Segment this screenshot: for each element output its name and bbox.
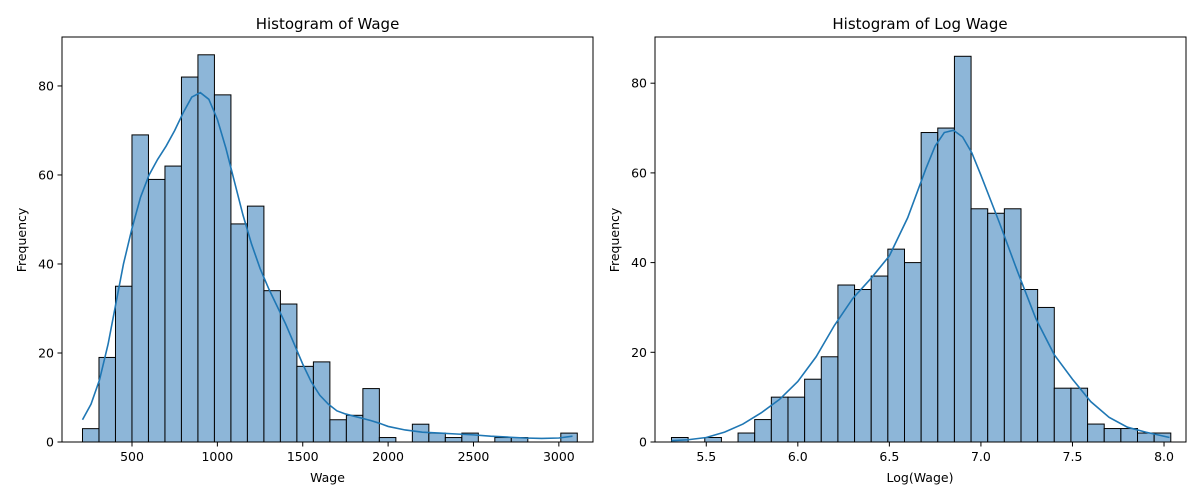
histogram-bar: [1087, 423, 1105, 443]
histogram-bar: [1020, 289, 1039, 443]
x-tick-label: 6.5: [879, 449, 899, 464]
histogram-bar: [296, 365, 314, 443]
x-axis-label: Wage: [310, 470, 345, 485]
wage-histogram-panel: Histogram of Wage Wage Frequency 500 1000…: [14, 15, 594, 485]
x-tick-label: 1000: [201, 449, 233, 464]
plot-frame: [654, 36, 1187, 443]
histogram-bar: [854, 289, 872, 443]
chart-title: Histogram of Log Wage: [832, 15, 1007, 33]
histogram-bar: [1053, 387, 1072, 443]
x-tick-label: 7.5: [1063, 449, 1083, 464]
histogram-bar: [345, 414, 364, 443]
log-wage-histogram-panel: Histogram of Log Wage Log(Wage) Frequenc…: [607, 15, 1187, 485]
x-tick-label: 2500: [458, 449, 490, 464]
histogram-bar: [953, 55, 972, 443]
x-tick-label: 6.0: [788, 449, 808, 464]
histogram-bar: [362, 388, 380, 443]
x-tick-label: 2000: [372, 449, 404, 464]
histogram-bar: [1103, 428, 1122, 443]
histogram-bar: [378, 437, 397, 443]
histogram-bar: [329, 419, 347, 443]
bars: [670, 55, 1172, 443]
histogram-bar: [279, 303, 298, 443]
histogram-bar: [81, 428, 100, 443]
y-axis-label: Frequency: [14, 207, 29, 272]
histogram-bar: [428, 432, 446, 443]
x-tick-label: 8.0: [1154, 449, 1174, 464]
x-axis-label: Log(Wage): [887, 470, 954, 485]
histogram-bar: [1120, 428, 1139, 443]
histogram-bar: [147, 178, 166, 443]
y-tick-label: 0: [46, 435, 54, 450]
histogram-bar: [987, 212, 1005, 443]
histogram-bar: [1137, 432, 1155, 443]
histogram-bar: [246, 205, 265, 443]
histogram-bar: [920, 132, 939, 443]
kde-line: [81, 91, 573, 440]
histogram-bar: [820, 356, 839, 443]
histogram-bar: [444, 437, 463, 443]
y-tick-label: 60: [631, 165, 647, 180]
histogram-bar: [970, 208, 989, 443]
histogram-bar: [904, 262, 922, 443]
x-tick-label: 500: [120, 449, 144, 464]
x-tick-label: 1500: [287, 449, 319, 464]
x-tick-label: 5.5: [696, 449, 716, 464]
chart-title: Histogram of Wage: [256, 15, 400, 33]
histogram-bar: [312, 361, 331, 443]
y-tick-label: 80: [631, 76, 647, 91]
histogram-bar: [1070, 387, 1089, 443]
histogram-bar: [787, 396, 806, 443]
histogram-bar: [804, 378, 822, 443]
bars: [81, 54, 578, 443]
histogram-bar: [180, 76, 199, 443]
y-tick-label: 60: [38, 167, 54, 182]
plot-frame: [61, 36, 594, 443]
y-axis-label: Frequency: [607, 207, 622, 272]
histogram-bar: [164, 165, 182, 443]
histogram-bar: [230, 223, 248, 443]
histogram-bar: [704, 437, 722, 443]
histogram-bar: [887, 248, 905, 443]
y-tick-label: 20: [631, 345, 647, 360]
y-tick-label: 80: [38, 78, 54, 93]
histogram-bar: [197, 54, 215, 443]
x-tick-label: 7.0: [971, 449, 991, 464]
histogram-bar: [114, 285, 133, 443]
histogram-bar: [737, 432, 756, 443]
x-tick-label: 3000: [543, 449, 575, 464]
histogram-bar: [494, 437, 512, 443]
histogram-bar: [754, 419, 772, 443]
histogram-bar: [213, 94, 232, 443]
kde-line: [671, 129, 1170, 442]
histogram-bar: [263, 290, 281, 443]
y-tick-label: 40: [38, 256, 54, 271]
y-tick-label: 40: [631, 255, 647, 270]
y-tick-label: 20: [38, 345, 54, 360]
histogram-bar: [870, 275, 889, 443]
y-tick-label: 0: [639, 435, 647, 450]
histogram-bar: [937, 127, 955, 443]
